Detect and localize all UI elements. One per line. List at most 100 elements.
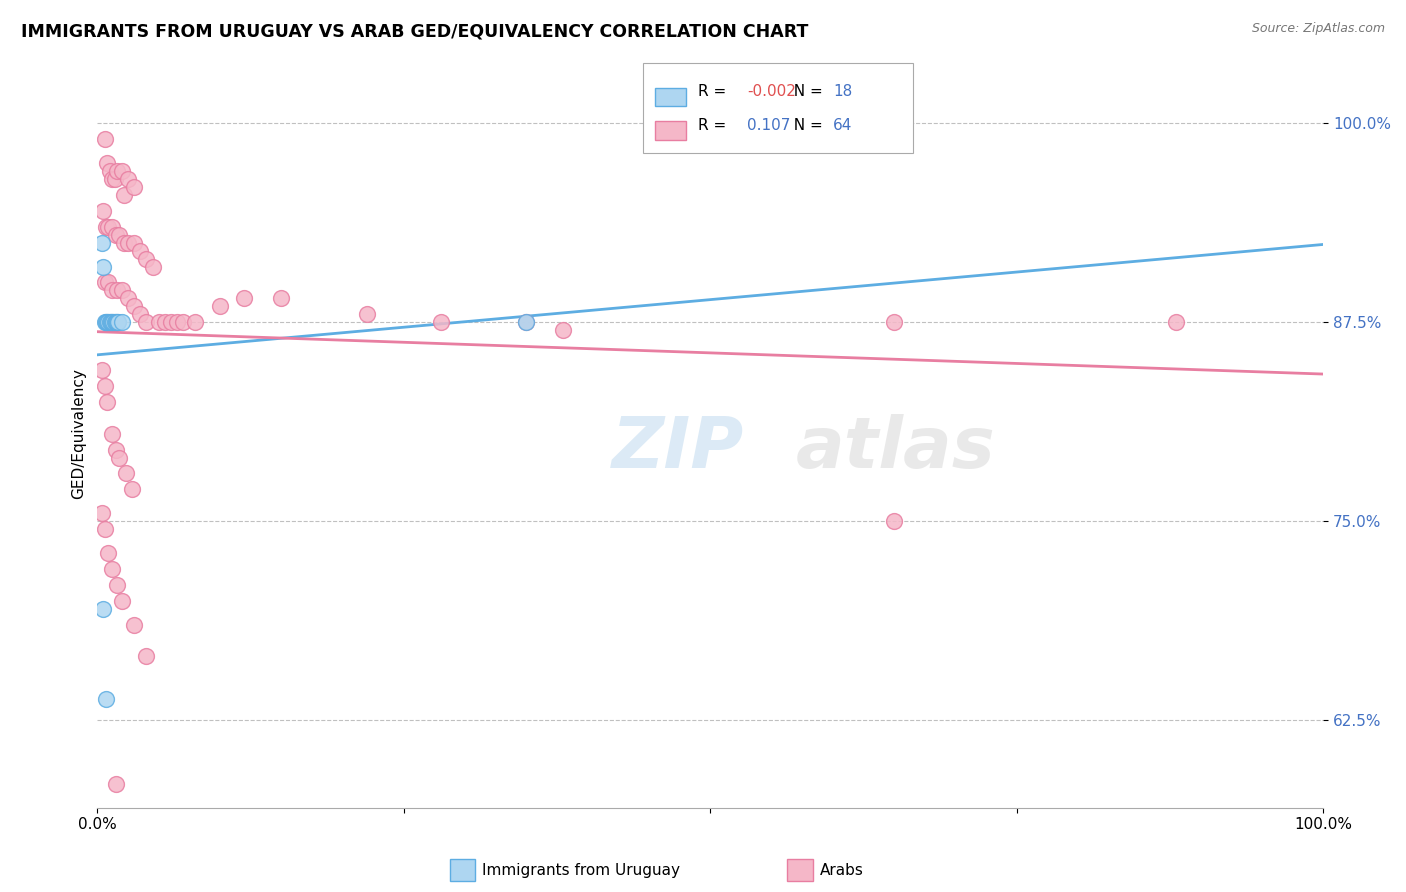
- Point: [94, 692, 117, 706]
- Point: [160, 315, 183, 329]
- Point: [172, 315, 194, 329]
- Point: [105, 578, 128, 592]
- Point: [117, 172, 139, 186]
- Point: [135, 252, 157, 266]
- Point: [93, 203, 115, 218]
- Point: [104, 315, 127, 329]
- Point: [93, 260, 115, 274]
- Point: [553, 323, 575, 337]
- Point: [105, 284, 128, 298]
- Text: -0.002: -0.002: [747, 84, 796, 99]
- Point: [91, 363, 114, 377]
- Text: R =: R =: [697, 84, 731, 99]
- Y-axis label: GED/Equivalency: GED/Equivalency: [72, 368, 86, 500]
- Point: [233, 291, 256, 305]
- Text: R =: R =: [697, 118, 731, 133]
- Point: [184, 315, 207, 329]
- Point: [91, 235, 114, 250]
- Point: [101, 426, 124, 441]
- Point: [515, 315, 537, 329]
- Point: [129, 307, 152, 321]
- Point: [112, 187, 135, 202]
- Point: [111, 164, 134, 178]
- Point: [515, 315, 537, 329]
- Point: [101, 172, 124, 186]
- Point: [97, 276, 120, 290]
- Text: N =: N =: [785, 118, 828, 133]
- Point: [93, 601, 115, 615]
- Point: [122, 299, 145, 313]
- Point: [270, 291, 292, 305]
- Text: IMMIGRANTS FROM URUGUAY VS ARAB GED/EQUIVALENCY CORRELATION CHART: IMMIGRANTS FROM URUGUAY VS ARAB GED/EQUI…: [21, 22, 808, 40]
- Point: [101, 219, 124, 234]
- Point: [105, 315, 128, 329]
- Point: [94, 315, 117, 329]
- Point: [111, 594, 134, 608]
- FancyBboxPatch shape: [643, 63, 912, 153]
- Point: [208, 299, 231, 313]
- Point: [122, 617, 145, 632]
- Point: [105, 164, 128, 178]
- Text: N =: N =: [785, 84, 828, 99]
- FancyBboxPatch shape: [655, 121, 686, 140]
- Point: [148, 315, 170, 329]
- Point: [129, 244, 152, 258]
- Point: [93, 315, 115, 329]
- Point: [108, 450, 131, 465]
- Point: [97, 546, 120, 560]
- Point: [101, 562, 124, 576]
- Point: [883, 315, 905, 329]
- Point: [112, 235, 135, 250]
- Point: [94, 219, 117, 234]
- Point: [97, 219, 120, 234]
- Point: [883, 514, 905, 528]
- Point: [96, 156, 118, 170]
- Point: [141, 260, 163, 274]
- Point: [97, 315, 120, 329]
- Text: 64: 64: [832, 118, 852, 133]
- Point: [93, 132, 115, 146]
- Point: [117, 235, 139, 250]
- Point: [117, 291, 139, 305]
- Point: [103, 315, 125, 329]
- Point: [104, 777, 127, 791]
- Point: [135, 649, 157, 664]
- Point: [104, 227, 127, 242]
- Point: [101, 315, 124, 329]
- Point: [122, 235, 145, 250]
- Point: [96, 315, 118, 329]
- Point: [93, 522, 115, 536]
- Point: [114, 467, 136, 481]
- Point: [103, 315, 125, 329]
- Point: [103, 172, 125, 186]
- Point: [108, 227, 131, 242]
- Text: Arabs: Arabs: [820, 863, 863, 878]
- Point: [104, 442, 127, 457]
- Point: [111, 315, 134, 329]
- Text: atlas: atlas: [796, 414, 995, 483]
- Point: [166, 315, 188, 329]
- Point: [135, 315, 157, 329]
- Point: [153, 315, 176, 329]
- Point: [96, 394, 118, 409]
- Point: [111, 284, 134, 298]
- Point: [1166, 315, 1188, 329]
- Text: Immigrants from Uruguay: Immigrants from Uruguay: [482, 863, 681, 878]
- Text: Source: ZipAtlas.com: Source: ZipAtlas.com: [1251, 22, 1385, 36]
- Point: [93, 379, 115, 393]
- Point: [121, 483, 143, 497]
- Point: [101, 284, 124, 298]
- Point: [93, 276, 115, 290]
- Point: [107, 315, 129, 329]
- Point: [100, 315, 122, 329]
- FancyBboxPatch shape: [655, 87, 686, 106]
- Point: [98, 164, 121, 178]
- Point: [429, 315, 451, 329]
- Point: [98, 315, 121, 329]
- Text: 0.107: 0.107: [747, 118, 790, 133]
- Point: [122, 180, 145, 194]
- Point: [91, 506, 114, 520]
- Text: ZIP: ZIP: [612, 414, 745, 483]
- Point: [356, 307, 378, 321]
- Text: 18: 18: [832, 84, 852, 99]
